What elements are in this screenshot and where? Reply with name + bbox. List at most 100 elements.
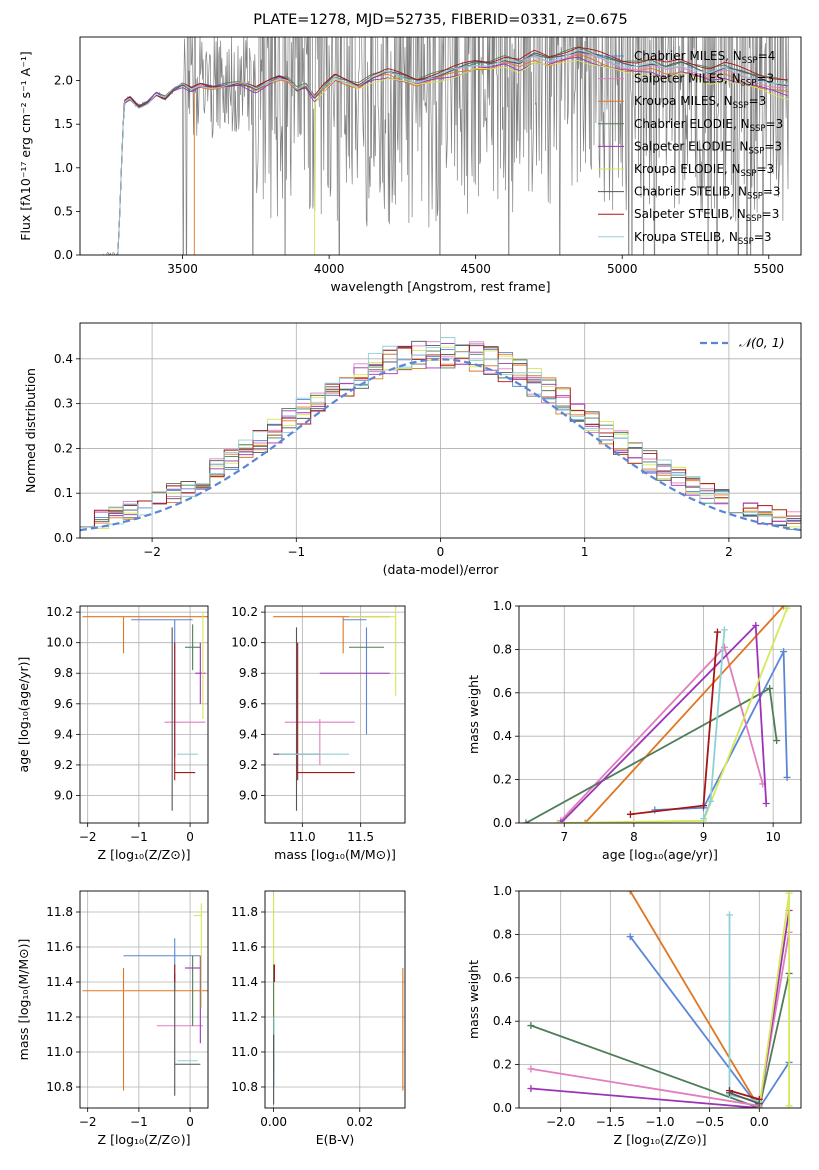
y-tick-label: 9.4 xyxy=(54,727,73,741)
y-tick-label: 10.0 xyxy=(231,636,258,650)
weight-marker xyxy=(783,773,791,781)
x-axis-label: wavelength [Angstrom, rest frame] xyxy=(330,279,550,294)
weight-line-kroupa-elodie xyxy=(758,893,790,1108)
x-tick-label: −1 xyxy=(130,830,148,844)
y-tick-label: 10.8 xyxy=(231,1080,258,1094)
x-tick-label: 4500 xyxy=(460,262,491,276)
x-axis-label: (data-model)/error xyxy=(383,562,500,577)
y-tick-label: 2.0 xyxy=(54,74,73,88)
axes-frame xyxy=(264,605,406,824)
weight-marker xyxy=(783,606,791,612)
x-tick-label: 9 xyxy=(700,830,708,844)
weight-marker xyxy=(527,1084,535,1092)
weight-line-chabrier-stelib xyxy=(729,1091,760,1105)
plot-area xyxy=(101,37,790,255)
y-tick-label: 0.2 xyxy=(54,441,73,455)
model-line-kroupa-elodie xyxy=(314,60,790,255)
y-tick-label: 9.8 xyxy=(239,666,258,680)
weight-marker xyxy=(720,626,728,634)
y-tick-label: 11.6 xyxy=(231,940,258,954)
weight-marker xyxy=(762,799,770,807)
y-tick-label: 9.6 xyxy=(54,697,73,711)
y-axis-label: Normed distribution xyxy=(23,368,38,493)
legend-entry: Salpeter ELODIE, NSSP=3 xyxy=(634,139,782,156)
legend-entry: Chabrier ELODIE, NSSP=3 xyxy=(634,117,783,134)
legend: Chabrier MILES, NSSP=4 Salpeter MILES, NS… xyxy=(598,49,783,247)
y-tick-label: 9.6 xyxy=(239,697,258,711)
y-tick-label: 0.2 xyxy=(493,1058,512,1072)
grid xyxy=(80,606,208,823)
plot-area xyxy=(522,606,791,823)
x-tick-label: −2 xyxy=(143,545,161,559)
x-tick-label: 7 xyxy=(560,830,568,844)
x-tick-label: 3500 xyxy=(167,262,198,276)
ticks: 7 8 9 10 0.0 0.2 0.4 0.6 0.8 1.0 xyxy=(493,599,781,844)
y-tick-label: 0.4 xyxy=(493,1014,512,1028)
x-tick-label: 2 xyxy=(725,545,733,559)
y-tick-label: 9.0 xyxy=(239,788,258,802)
ticks: −2 −1 0 10.8 11.0 11.2 11.4 11.6 11.8 xyxy=(46,905,194,1129)
ticks: −2.0 −1.5 −1.0 −0.5 0.0 0.0 0.2 0.4 0.6 0.8 1.0 xyxy=(493,884,769,1129)
weight-marker xyxy=(773,737,781,745)
y-tick-label: 10.2 xyxy=(46,605,73,619)
y-tick-label: 0.8 xyxy=(493,642,512,656)
plot-area xyxy=(82,612,208,811)
legend-entry: Kroupa STELIB, NSSP=3 xyxy=(634,230,772,247)
ticks: −2 −1 0 1 2 0.0 0.1 0.2 0.3 0.4 xyxy=(54,352,733,559)
weight-marker xyxy=(527,1065,535,1073)
y-tick-label: 0.0 xyxy=(493,816,512,830)
panel-7: 0.00 0.02 10.8 11.0 11.2 11.4 11.6 11.8 E(B-V) xyxy=(231,890,406,1147)
x-tick-label: 0 xyxy=(186,1115,194,1129)
x-tick-label: 11.5 xyxy=(347,830,374,844)
legend-entry: 𝒩(0, 1) xyxy=(739,335,785,350)
weight-marker xyxy=(626,891,634,895)
weight-marker xyxy=(755,1100,763,1108)
weight-marker xyxy=(581,819,589,823)
y-tick-label: 9.0 xyxy=(54,788,73,802)
plot-area xyxy=(273,894,404,1105)
y-tick-label: 11.0 xyxy=(46,1045,73,1059)
y-tick-label: 9.4 xyxy=(239,727,258,741)
y-tick-label: 9.2 xyxy=(239,758,258,772)
axes-frame xyxy=(79,605,209,824)
legend-entry: Chabrier MILES, NSSP=4 xyxy=(634,49,775,66)
y-axis-label: age [log₁₀(age/yr)] xyxy=(16,657,31,773)
y-axis-label: mass [log₁₀(M/M⊙)] xyxy=(16,939,31,1061)
x-axis-label: age [log₁₀(age/yr)] xyxy=(602,847,718,862)
weight-marker xyxy=(651,806,659,814)
weight-marker xyxy=(785,1102,793,1108)
grid xyxy=(265,891,405,1108)
x-tick-label: 0.00 xyxy=(260,1115,287,1129)
weight-line-kroupa-miles xyxy=(629,891,761,1108)
x-tick-label: 0.02 xyxy=(346,1115,373,1129)
y-axis-label: Flux [fλ10⁻¹⁷ erg cm⁻² s⁻¹ A⁻¹] xyxy=(18,51,33,240)
y-tick-label: 10.8 xyxy=(46,1080,73,1094)
x-tick-label: 5000 xyxy=(607,262,638,276)
legend-entry: Kroupa MILES, NSSP=3 xyxy=(634,94,766,111)
x-tick-label: −2 xyxy=(79,1115,97,1129)
panel-6: −2 −1 0 10.8 11.0 11.2 11.4 11.6 11.8 Z [log₁₀(Z/… xyxy=(16,890,209,1147)
axes-frame xyxy=(79,322,802,539)
y-axis-label: mass weight xyxy=(466,675,481,754)
plot-area xyxy=(527,891,793,1108)
y-tick-label: 11.8 xyxy=(46,905,73,919)
plot-area xyxy=(273,606,397,811)
y-tick-label: 0.3 xyxy=(54,397,73,411)
y-tick-label: 1.5 xyxy=(54,117,73,131)
y-tick-label: 10.0 xyxy=(46,636,73,650)
ticks: 0.00 0.02 10.8 11.0 11.2 11.4 11.6 11.8 xyxy=(231,905,373,1129)
y-tick-label: 9.2 xyxy=(54,758,73,772)
grid xyxy=(265,606,405,823)
weight-marker xyxy=(726,911,734,919)
y-tick-label: 0.2 xyxy=(493,773,512,787)
x-tick-label: 1 xyxy=(581,545,589,559)
legend-entry: Salpeter STELIB, NSSP=3 xyxy=(634,207,779,224)
y-tick-label: 11.4 xyxy=(46,975,73,989)
x-tick-label: −1.5 xyxy=(596,1115,625,1129)
weight-marker xyxy=(626,810,634,818)
panel-3: −2 −1 0 9.0 9.2 9.4 9.6 9.8 10.0 10.2 Z [log₁₀(Z/Z… xyxy=(16,605,209,862)
weight-line-chabrier-elodie xyxy=(530,973,790,1108)
grid xyxy=(80,891,208,1108)
chart-title: PLATE=1278, MJD=52735, FIBERID=0331, z=0… xyxy=(253,12,627,28)
axes-frame xyxy=(79,36,802,256)
